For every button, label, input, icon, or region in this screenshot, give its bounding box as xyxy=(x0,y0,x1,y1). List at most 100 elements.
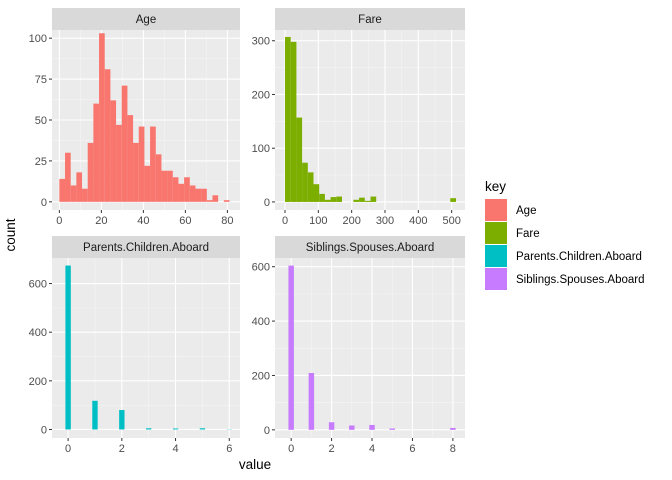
histogram-bar xyxy=(116,124,122,202)
axes: 0 100 200 300 400 500 0 100 200 300 xyxy=(252,36,461,227)
bars xyxy=(288,265,456,430)
histogram-bar xyxy=(308,373,315,430)
y-tick-label: 400 xyxy=(252,316,270,328)
histogram-bar xyxy=(184,177,190,202)
x-tick-label: 2 xyxy=(119,443,125,455)
bars xyxy=(285,36,456,202)
y-axis-title: count xyxy=(3,218,18,251)
bars xyxy=(65,265,232,430)
legend-entry-age: Age xyxy=(485,199,536,221)
x-tick-label: 500 xyxy=(442,215,460,227)
gridlines xyxy=(275,30,465,210)
y-tick-label: 0 xyxy=(264,197,270,209)
x-tick-label: 2 xyxy=(329,443,335,455)
histogram-bar xyxy=(296,117,303,202)
histogram-bar xyxy=(450,198,456,202)
facet-strip xyxy=(52,236,240,258)
histogram-bar xyxy=(65,265,71,430)
y-tick-label: 200 xyxy=(252,89,270,101)
histogram-bar xyxy=(155,154,162,202)
histogram-bar xyxy=(359,197,365,202)
x-tick-label: 200 xyxy=(342,215,360,227)
histogram-bar xyxy=(92,400,98,430)
histogram-bar xyxy=(127,115,134,202)
y-tick-label: 600 xyxy=(252,262,270,274)
x-tick-label: 4 xyxy=(369,443,375,455)
legend-swatch xyxy=(485,245,507,267)
facet-strip-label: Fare xyxy=(358,14,382,26)
axes: 0 2 4 6 8 0 200 400 600 xyxy=(252,262,456,455)
y-tick-label: 100 xyxy=(252,143,270,155)
histogram-bar xyxy=(119,410,125,430)
x-tick-label: 0 xyxy=(56,215,62,227)
histogram-bar xyxy=(285,36,291,202)
legend-swatch xyxy=(485,222,507,244)
histogram-bar xyxy=(369,424,375,430)
histogram-bar xyxy=(336,196,342,202)
histogram-bar xyxy=(389,428,395,430)
histogram-bar xyxy=(133,142,139,202)
histogram-bar xyxy=(161,170,168,202)
histogram-bar xyxy=(313,184,320,202)
y-tick-label: 75 xyxy=(35,74,47,86)
histogram-bar xyxy=(110,100,117,202)
facet-age: Age 0 20 40 60 80 0 25 50 75 100 xyxy=(29,8,240,227)
x-tick-label: 80 xyxy=(221,215,233,227)
histogram-bar xyxy=(76,172,83,202)
histogram-bar xyxy=(199,428,206,430)
facet-strip xyxy=(275,236,465,258)
histogram-bar xyxy=(167,170,173,202)
y-tick-label: 200 xyxy=(29,376,47,388)
legend-entry-siblings-spouses-aboard: Siblings.Spouses.Aboard xyxy=(485,268,645,290)
histogram-bar xyxy=(212,195,219,202)
facet-strip-label: Age xyxy=(136,14,156,26)
facet-parents-children-aboard: Parents.Children.Aboard 0 2 4 6 0 200 400 600 xyxy=(29,236,240,455)
histogram-bar xyxy=(59,178,66,202)
histogram-bar xyxy=(302,162,308,202)
x-tick-label: 6 xyxy=(409,443,415,455)
legend-entry-parents-children-aboard: Parents.Children.Aboard xyxy=(485,245,642,267)
facet-strip xyxy=(52,8,240,30)
y-tick-label: 100 xyxy=(29,33,47,45)
facet-fare: Fare 0 100 200 300 400 500 0 100 200 300 xyxy=(252,8,465,227)
x-tick-label: 4 xyxy=(172,443,178,455)
histogram-bar xyxy=(99,33,105,202)
histogram-bar xyxy=(144,165,151,202)
panel-background xyxy=(52,258,240,438)
histogram-bar xyxy=(65,152,71,202)
histogram-bar xyxy=(330,197,337,202)
x-tick-label: 40 xyxy=(137,215,149,227)
legend-label: Parents.Children.Aboard xyxy=(516,251,642,263)
histogram-bar xyxy=(172,428,179,430)
histogram-bar xyxy=(319,193,325,202)
x-tick-label: 8 xyxy=(450,443,456,455)
histogram-bar xyxy=(93,103,100,202)
histogram-bar xyxy=(189,185,196,202)
x-tick-label: 60 xyxy=(179,215,191,227)
x-tick-label: 20 xyxy=(95,215,107,227)
y-tick-label: 400 xyxy=(29,327,47,339)
bars xyxy=(59,33,230,202)
histogram-bar xyxy=(349,425,355,430)
histogram-bar xyxy=(82,188,88,202)
legend: key Age Fare Parents.Children.Aboard Siblin… xyxy=(485,179,645,290)
y-tick-label: 200 xyxy=(252,370,270,382)
x-tick-label: 6 xyxy=(226,443,232,455)
axes: 0 2 4 6 0 200 400 600 xyxy=(29,279,233,455)
histogram-bar xyxy=(206,200,213,202)
x-tick-label: 0 xyxy=(282,215,288,227)
histogram-bar xyxy=(450,427,456,430)
legend-entry-fare: Fare xyxy=(485,222,540,244)
y-tick-label: 50 xyxy=(35,115,47,127)
histogram-bar xyxy=(328,422,335,430)
histogram-bar xyxy=(288,265,294,430)
histogram-bar xyxy=(87,142,94,202)
x-tick-label: 100 xyxy=(309,215,327,227)
facet-strip-label: Siblings.Spouses.Aboard xyxy=(306,242,435,254)
histogram-bar xyxy=(178,183,185,202)
axes: 0 20 40 60 80 0 25 50 75 100 xyxy=(29,33,234,227)
histogram-bar xyxy=(307,172,314,202)
histogram-bar xyxy=(364,200,371,202)
histogram-bar xyxy=(290,41,297,202)
